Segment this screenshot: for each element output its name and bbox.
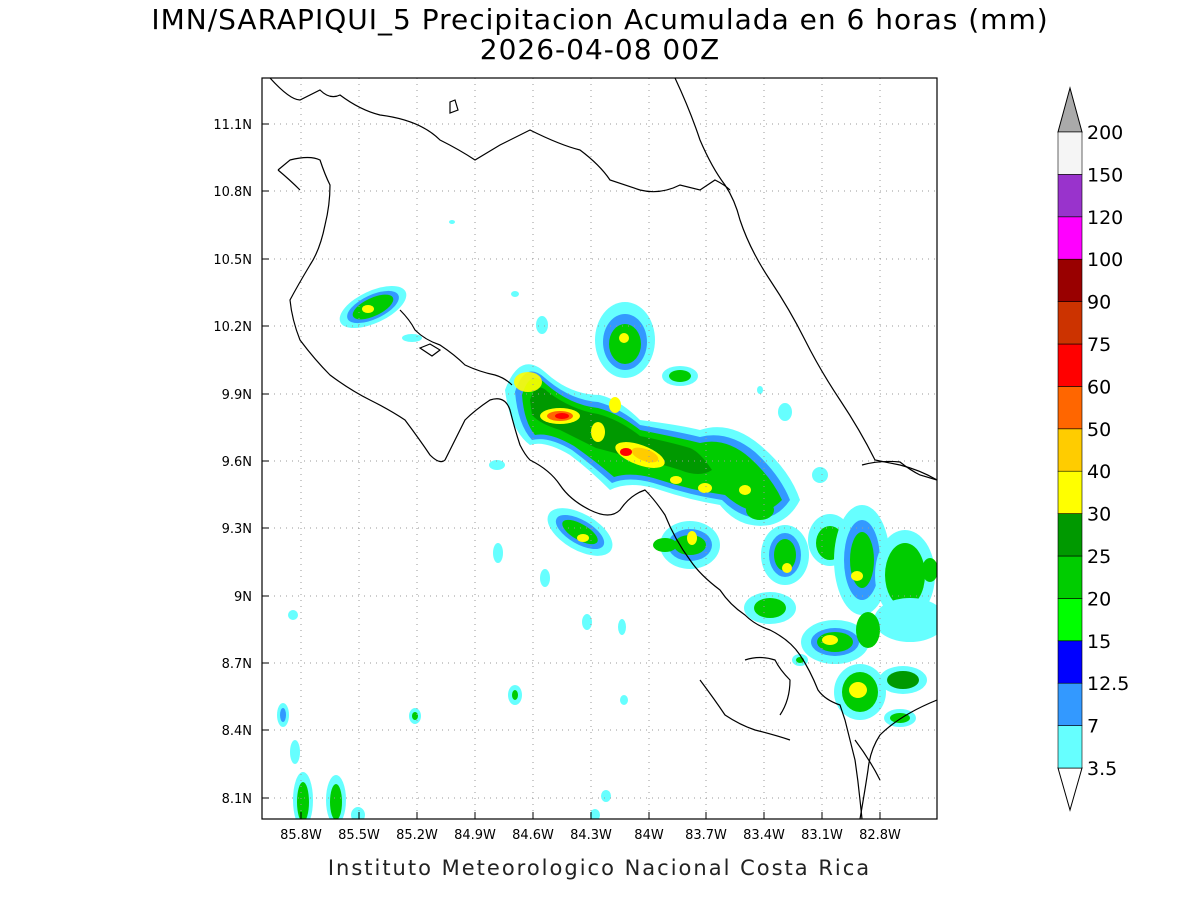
colorbar-swatch xyxy=(1057,428,1083,472)
x-tick-label: 83.1W xyxy=(801,828,843,843)
footer-credit: Instituto Meteorologico Nacional Costa R… xyxy=(327,856,872,880)
colorbar-label: 75 xyxy=(1087,334,1111,356)
chart-subtitle-date: 2026-04-08 00Z xyxy=(479,33,721,66)
colorbar-swatch xyxy=(1057,386,1083,430)
colorbar-label: 200 xyxy=(1087,122,1123,144)
precipitation-field xyxy=(277,220,937,819)
x-tick-label: 85.5W xyxy=(338,828,380,843)
colorbar-swatch xyxy=(1057,555,1083,599)
y-tick-label: 9.9N xyxy=(222,388,252,403)
rain-cells-southeast xyxy=(744,505,937,727)
colorbar-legend: 200 3.5 7 12.5 15 20 25 30 40 50 60 75 90 100 120 150 xyxy=(1057,86,1129,812)
colorbar-swatch xyxy=(1057,513,1083,557)
x-axis-ticks xyxy=(300,812,881,819)
x-axis-labels: 85.8W 85.5W 85.2W 84.9W 84.6W 84.3W 84W … xyxy=(280,828,901,843)
colorbar-label: 120 xyxy=(1087,207,1123,229)
y-tick-label: 9.3N xyxy=(222,522,252,537)
colorbar-label: 150 xyxy=(1087,164,1123,186)
y-axis-labels: 11.1N 10.8N 10.5N 10.2N 9.9N 9.6N 9.3N 9… xyxy=(213,118,252,807)
rain-band-south-central xyxy=(547,508,720,569)
colorbar-swatch xyxy=(1057,174,1083,218)
coastlines xyxy=(269,78,937,819)
colorbar-label: 3.5 xyxy=(1087,758,1117,780)
colorbar-label: 40 xyxy=(1087,461,1111,483)
colorbar-swatch xyxy=(1057,258,1083,302)
x-tick-label: 82.8W xyxy=(859,828,901,843)
colorbar-label: 30 xyxy=(1087,504,1111,526)
colorbar-under-arrow xyxy=(1057,767,1083,812)
x-tick-label: 83.7W xyxy=(685,828,727,843)
colorbar-label: 50 xyxy=(1087,419,1111,441)
y-tick-label: 10.8N xyxy=(213,185,252,200)
colorbar-swatch xyxy=(1057,131,1083,175)
colorbar-swatch xyxy=(1057,598,1083,642)
colorbar-label: 15 xyxy=(1087,631,1111,653)
x-tick-label: 84.9W xyxy=(454,828,496,843)
colorbar-label: 20 xyxy=(1087,588,1111,610)
colorbar-swatch xyxy=(1057,470,1083,514)
colorbar-swatch xyxy=(1057,301,1083,345)
x-tick-label: 84W xyxy=(634,828,664,843)
rain-cell-north-central xyxy=(595,302,698,386)
y-tick-label: 9N xyxy=(234,590,252,605)
colorbar-swatch xyxy=(1057,343,1083,387)
y-tick-label: 8.4N xyxy=(222,724,252,739)
map-frame xyxy=(261,77,938,820)
colorbar-label: 90 xyxy=(1087,292,1111,314)
x-tick-label: 84.6W xyxy=(512,828,554,843)
colorbar-label: 7 xyxy=(1087,716,1099,738)
colorbar-label: 25 xyxy=(1087,546,1111,568)
colorbar-swatch xyxy=(1057,725,1083,769)
y-axis-ticks xyxy=(262,123,269,799)
y-tick-label: 11.1N xyxy=(213,118,252,133)
colorbar-label: 100 xyxy=(1087,249,1123,271)
y-tick-label: 9.6N xyxy=(222,455,252,470)
chart-title: IMN/SARAPIQUI_5 Precipitacion Acumulada … xyxy=(151,3,1049,36)
y-tick-label: 8.7N xyxy=(222,657,252,672)
y-tick-label: 8.1N xyxy=(222,792,252,807)
colorbar-swatch xyxy=(1057,640,1083,684)
rain-cells-scattered xyxy=(277,220,828,819)
rain-cell-northwest xyxy=(339,285,407,329)
y-tick-label: 10.2N xyxy=(213,320,252,335)
rain-band-central-cordillera xyxy=(505,364,800,526)
x-tick-label: 85.8W xyxy=(280,828,322,843)
x-tick-label: 83.4W xyxy=(743,828,785,843)
y-tick-label: 10.5N xyxy=(213,253,252,268)
colorbar-label: 60 xyxy=(1087,376,1111,398)
colorbar-swatch xyxy=(1057,216,1083,260)
colorbar-swatch xyxy=(1057,682,1083,726)
x-tick-label: 84.3W xyxy=(570,828,612,843)
x-tick-label: 85.2W xyxy=(396,828,438,843)
colorbar-label: 12.5 xyxy=(1087,673,1129,695)
colorbar-over-arrow xyxy=(1057,86,1083,133)
